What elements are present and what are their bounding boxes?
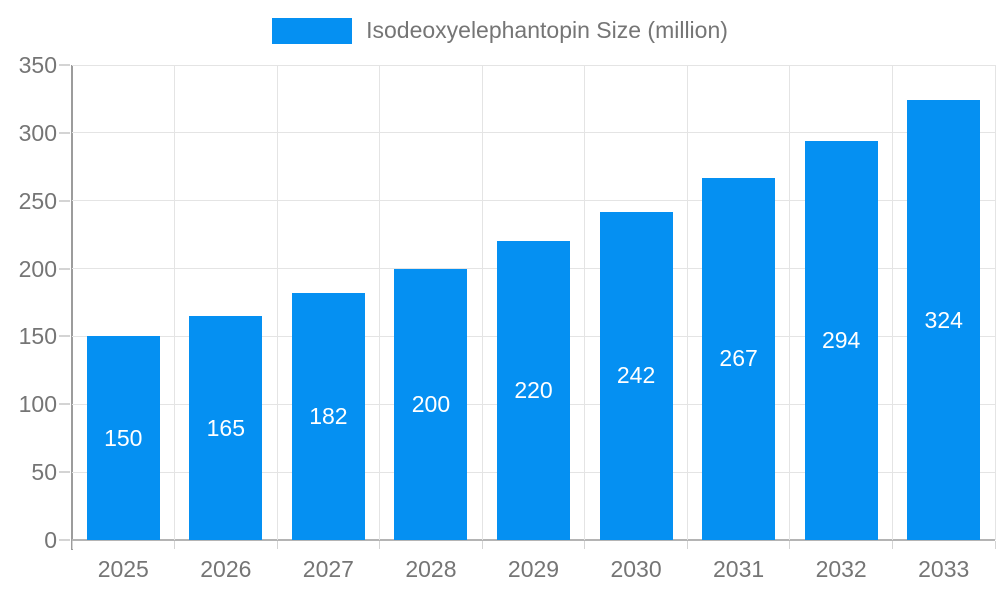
y-tick-label: 0 — [44, 527, 57, 553]
y-axis-tick — [59, 539, 70, 541]
chart-legend[interactable]: Isodeoxyelephantopin Size (million) — [0, 17, 1000, 44]
bar-value-label: 165 — [206, 414, 246, 441]
x-axis-tick — [174, 541, 176, 549]
bar-value-label: 267 — [719, 345, 758, 372]
x-tick-label: 2027 — [302, 556, 354, 582]
gridline-vertical — [481, 65, 483, 540]
y-tick-label: 50 — [31, 459, 57, 486]
y-axis-tick — [59, 403, 70, 406]
gridline-vertical — [891, 65, 893, 540]
x-axis-tick — [994, 541, 996, 549]
x-axis-tick — [276, 541, 278, 549]
bar: 220 — [497, 241, 570, 540]
bar-value-label: 294 — [821, 327, 861, 353]
gridline-vertical — [584, 65, 586, 540]
y-tick-label: 150 — [18, 323, 57, 350]
gridline-horizontal — [72, 132, 995, 134]
x-tick-label: 2028 — [405, 556, 457, 582]
bar-value-label: 220 — [514, 377, 553, 404]
y-axis-tick — [59, 335, 70, 338]
x-axis-tick — [584, 541, 586, 549]
x-tick-label: 2026 — [200, 556, 252, 582]
gridline-horizontal — [72, 64, 995, 66]
legend-label: Isodeoxyelephantopin Size (million) — [366, 17, 728, 43]
y-tick-label: 100 — [18, 391, 57, 418]
bar: 324 — [907, 100, 981, 540]
legend-swatch — [272, 17, 353, 44]
y-axis-tick — [59, 199, 70, 202]
y-tick-label: 200 — [18, 255, 57, 282]
gridline-vertical — [174, 65, 176, 540]
plot-area: 150 165 182 200 220 242 267 294 324 — [59, 64, 996, 550]
gridline-vertical — [994, 65, 996, 540]
gridline-vertical — [686, 65, 688, 540]
bar-value-label: 242 — [616, 362, 656, 389]
bar: 165 — [189, 316, 263, 540]
x-axis-tick — [481, 541, 483, 549]
x-tick-label: 2025 — [97, 556, 149, 582]
gridline-vertical — [379, 65, 381, 540]
y-axis-line — [71, 65, 73, 550]
gridline-vertical — [276, 65, 278, 540]
x-axis-tick — [71, 541, 73, 549]
x-axis-tick — [686, 541, 688, 549]
bar: 242 — [599, 211, 673, 540]
y-axis-tick — [59, 267, 70, 270]
x-axis-line — [72, 539, 995, 541]
x-tick-label: 2031 — [713, 556, 765, 582]
y-tick-label: 350 — [18, 52, 57, 78]
x-axis-tick — [789, 541, 791, 549]
y-tick-label: 250 — [18, 187, 57, 214]
bar: 150 — [86, 336, 160, 540]
x-axis-tick — [891, 541, 893, 549]
bar-value-label: 200 — [411, 390, 451, 417]
x-tick-label: 2029 — [507, 556, 560, 582]
gridline-horizontal — [72, 200, 995, 202]
bar: 200 — [394, 268, 468, 540]
bar-value-label: 324 — [924, 306, 963, 333]
x-tick-label: 2033 — [918, 556, 970, 582]
x-tick-label: 2032 — [815, 556, 867, 582]
y-axis-tick — [59, 64, 70, 66]
y-axis-tick — [59, 131, 70, 134]
bar-value-label: 182 — [309, 403, 348, 429]
bar: 267 — [702, 177, 776, 540]
x-axis-tick — [379, 541, 381, 549]
x-tick-label: 2030 — [610, 556, 662, 582]
y-axis-tick — [59, 471, 70, 474]
bar: 182 — [291, 293, 365, 540]
y-tick-label: 300 — [18, 119, 57, 146]
bar: 294 — [804, 141, 878, 540]
bar-value-label: 150 — [104, 424, 143, 451]
gridline-vertical — [789, 65, 791, 540]
